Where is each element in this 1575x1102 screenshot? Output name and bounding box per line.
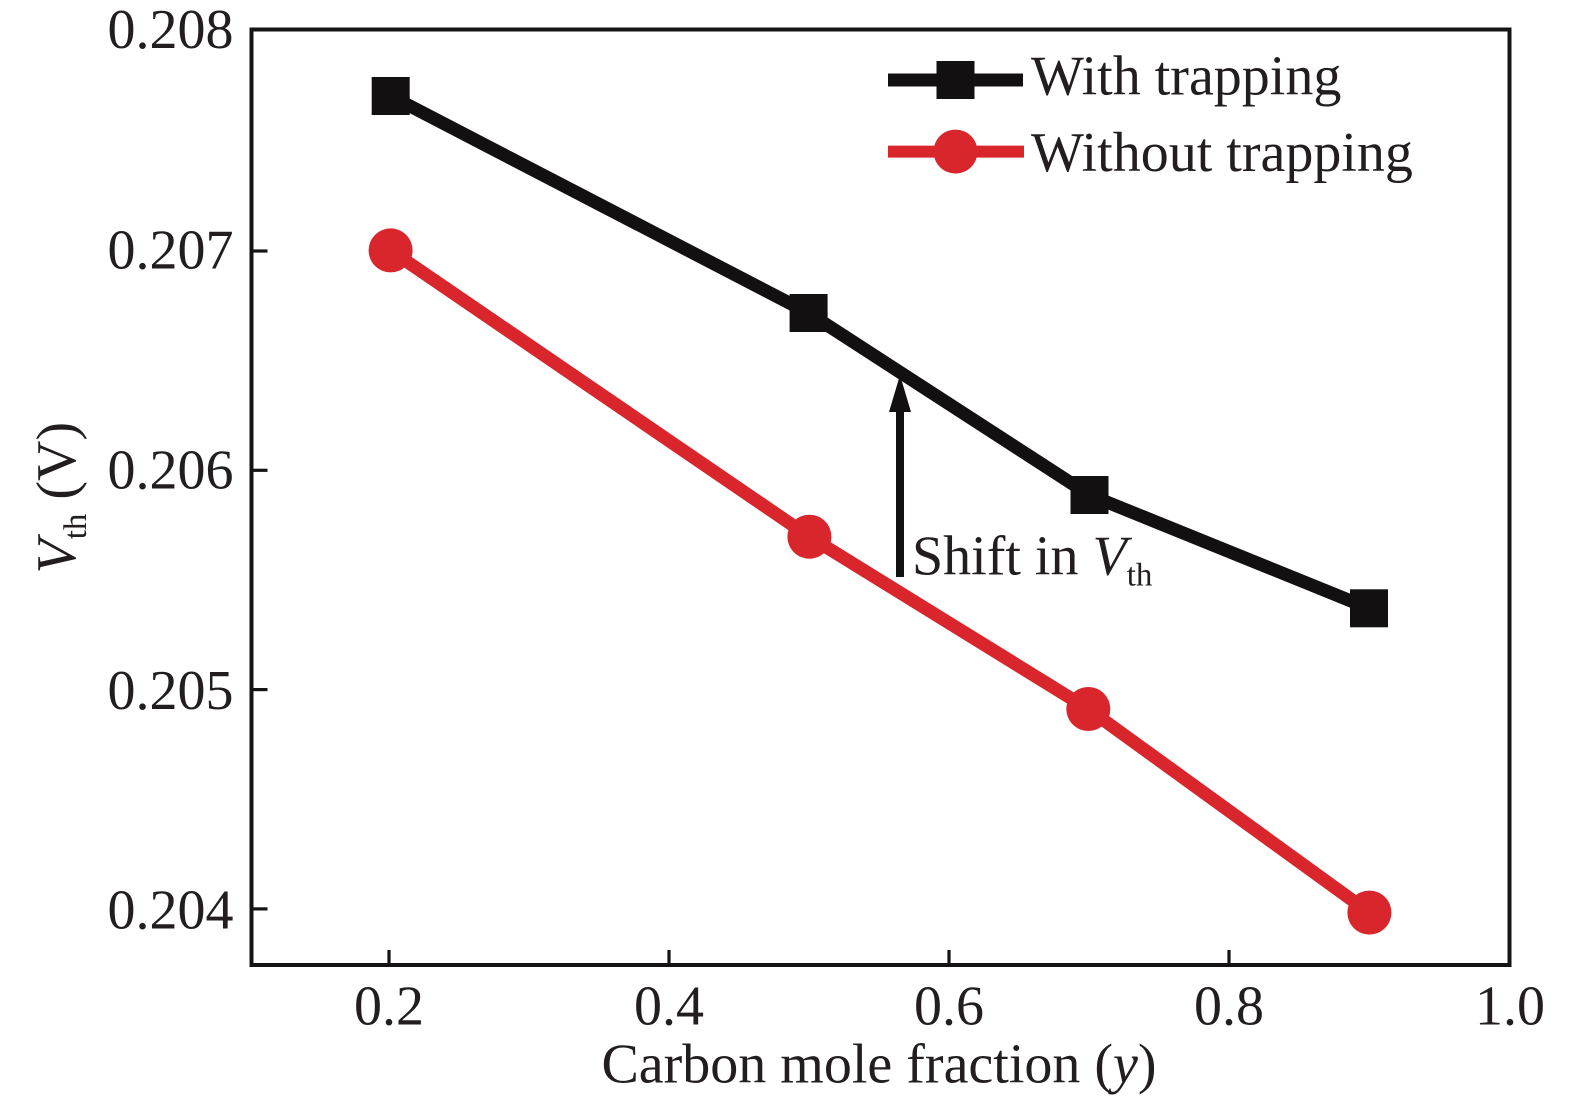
- svg-text:Shift in Vth: Shift in Vth: [912, 526, 1153, 594]
- svg-text:0.208: 0.208: [108, 0, 234, 61]
- svg-text:Carbon mole fraction (y): Carbon mole fraction (y): [601, 1034, 1156, 1096]
- svg-text:0.2: 0.2: [354, 976, 424, 1038]
- svg-text:0.6: 0.6: [914, 976, 984, 1038]
- svg-text:Without trapping: Without trapping: [1031, 122, 1413, 184]
- svg-text:0.4: 0.4: [634, 976, 704, 1038]
- svg-text:0.206: 0.206: [108, 440, 234, 502]
- svg-text:0.8: 0.8: [1194, 976, 1264, 1038]
- svg-text:0.204: 0.204: [108, 879, 234, 941]
- svg-text:0.205: 0.205: [108, 660, 234, 722]
- svg-text:0.207: 0.207: [108, 220, 234, 282]
- svg-text:With trapping: With trapping: [1031, 46, 1341, 108]
- svg-text:1.0: 1.0: [1475, 976, 1545, 1038]
- svg-text:Vth (V): Vth (V): [26, 422, 94, 574]
